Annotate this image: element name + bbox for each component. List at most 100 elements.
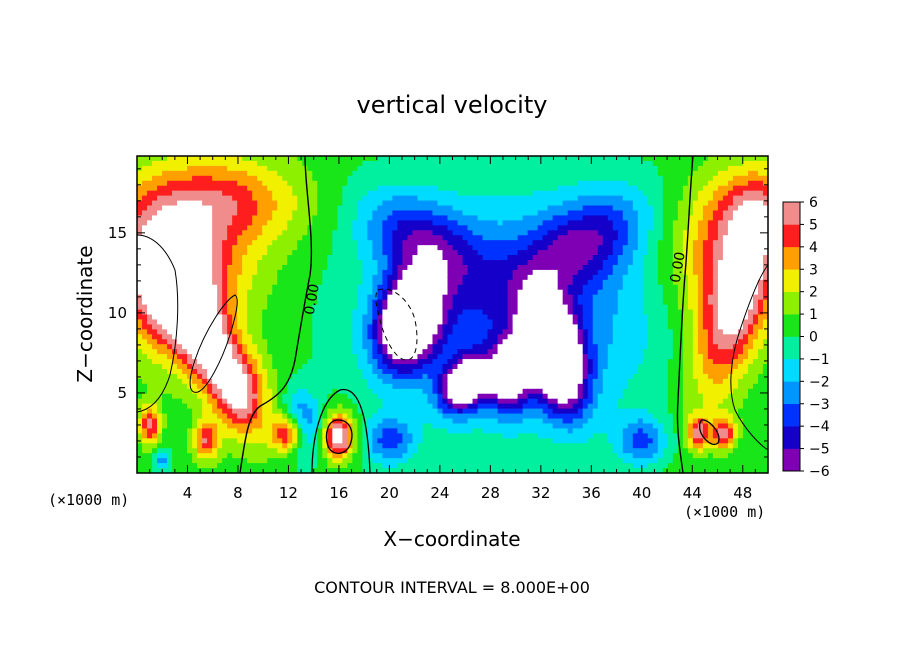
field-cell [172, 245, 178, 251]
field-cell [522, 309, 529, 316]
field-cell [672, 230, 679, 236]
field-cell [647, 245, 654, 251]
field-cell [187, 260, 193, 266]
field-cell [732, 279, 739, 286]
field-cell [317, 329, 323, 335]
field-cell [152, 309, 158, 316]
field-cell [672, 260, 679, 266]
field-cell [512, 289, 519, 296]
field-cell [482, 289, 489, 296]
field-cell [332, 225, 338, 231]
field-cell [327, 334, 333, 340]
field-cell [677, 165, 684, 172]
field-cell [287, 210, 293, 217]
field-cell [567, 205, 574, 212]
field-cell [422, 294, 429, 301]
field-cell [257, 160, 263, 167]
field-cell [322, 304, 328, 311]
field-cell [752, 294, 759, 301]
field-cell [332, 349, 338, 355]
field-cell [507, 235, 514, 241]
field-cell [687, 260, 694, 266]
field-cell [142, 269, 148, 276]
field-cell [677, 260, 684, 266]
field-cell [217, 284, 223, 291]
field-cell [357, 329, 363, 335]
field-cell [552, 255, 559, 261]
field-cell [362, 279, 368, 286]
field-cell [527, 185, 534, 192]
field-cell [532, 190, 539, 197]
field-cell [272, 200, 278, 207]
field-cell [287, 319, 293, 325]
field-cell [517, 230, 524, 236]
field-cell [477, 210, 484, 217]
field-cell [697, 215, 704, 221]
field-cell [602, 324, 609, 330]
field-cell [162, 255, 168, 261]
field-cell [232, 324, 238, 330]
field-cell [662, 274, 669, 281]
field-cell [367, 185, 373, 192]
field-cell [147, 260, 153, 266]
field-cell [307, 344, 313, 350]
field-cell [457, 185, 464, 192]
field-cell [597, 344, 604, 350]
field-cell [142, 245, 148, 251]
field-cell [592, 240, 599, 246]
field-cell [377, 220, 383, 226]
field-cell [167, 225, 173, 231]
field-cell [182, 215, 188, 221]
field-cell [367, 344, 373, 350]
field-cell [727, 175, 734, 182]
field-cell [172, 225, 178, 231]
field-cell [402, 309, 409, 316]
field-cell [597, 230, 604, 236]
field-cell [437, 170, 444, 177]
field-cell [502, 160, 509, 167]
field-cell [442, 264, 449, 271]
field-cell [487, 190, 494, 197]
field-cell [447, 220, 454, 226]
field-cell [667, 200, 674, 207]
field-cell [147, 195, 153, 202]
field-cell [272, 274, 278, 281]
field-cell [397, 235, 404, 241]
field-cell [427, 180, 434, 187]
field-cell [542, 156, 549, 162]
field-cell [367, 299, 373, 306]
field-cell [762, 215, 768, 221]
field-cell [387, 289, 394, 296]
field-cell [657, 215, 664, 221]
field-cell [157, 260, 163, 266]
field-cell [537, 245, 544, 251]
field-cell [692, 220, 699, 226]
field-cell [292, 245, 298, 251]
field-cell [312, 269, 318, 276]
field-cell [207, 200, 213, 207]
field-cell [687, 269, 694, 276]
field-cell [622, 250, 629, 256]
field-cell [372, 225, 378, 231]
field-cell [362, 235, 368, 241]
field-cell [712, 309, 719, 316]
field-cell [257, 180, 263, 187]
field-cell [692, 344, 699, 350]
field-cell [597, 324, 604, 330]
field-cell [337, 165, 343, 172]
field-cell [567, 274, 574, 281]
field-cell [307, 240, 313, 246]
field-cell [437, 329, 444, 335]
field-cell [212, 309, 218, 316]
field-cell [577, 274, 584, 281]
field-cell [397, 210, 404, 217]
field-cell [392, 269, 399, 276]
field-cell [237, 284, 243, 291]
field-cell [217, 156, 223, 162]
field-cell [277, 235, 283, 241]
field-cell [447, 160, 454, 167]
field-cell [202, 279, 208, 286]
field-cell [447, 299, 454, 306]
field-cell [217, 250, 223, 256]
field-cell [492, 220, 499, 226]
